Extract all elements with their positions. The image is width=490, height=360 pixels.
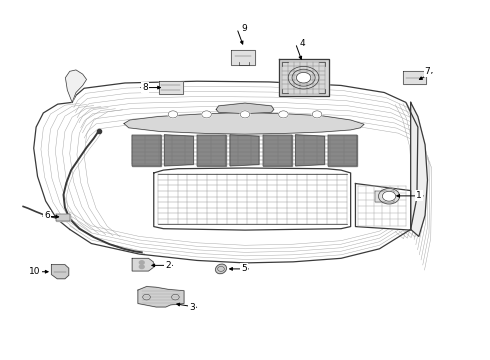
Polygon shape	[216, 103, 274, 114]
Polygon shape	[56, 214, 70, 221]
Circle shape	[312, 111, 322, 118]
Polygon shape	[197, 135, 226, 166]
Circle shape	[168, 111, 178, 118]
Polygon shape	[295, 135, 324, 166]
Ellipse shape	[216, 264, 226, 274]
Circle shape	[139, 261, 144, 264]
Polygon shape	[154, 168, 351, 230]
Polygon shape	[132, 135, 161, 166]
Circle shape	[378, 189, 400, 204]
Polygon shape	[34, 81, 418, 263]
Circle shape	[382, 191, 396, 201]
Polygon shape	[124, 113, 364, 134]
Polygon shape	[230, 135, 259, 166]
Polygon shape	[51, 265, 69, 279]
Text: 9: 9	[241, 24, 247, 33]
Circle shape	[202, 111, 211, 118]
Text: 1: 1	[416, 192, 422, 201]
Text: 3: 3	[189, 303, 195, 312]
Circle shape	[139, 265, 144, 269]
Text: 6: 6	[44, 211, 50, 220]
Polygon shape	[328, 135, 357, 166]
Polygon shape	[132, 258, 153, 271]
Circle shape	[279, 111, 288, 118]
Text: 5: 5	[241, 264, 247, 273]
Polygon shape	[138, 287, 184, 307]
Polygon shape	[159, 81, 183, 94]
Polygon shape	[375, 190, 394, 202]
Polygon shape	[263, 135, 292, 166]
Text: 7: 7	[425, 67, 430, 76]
Circle shape	[296, 72, 311, 83]
Polygon shape	[65, 70, 87, 102]
Polygon shape	[355, 184, 411, 230]
Circle shape	[240, 111, 250, 118]
Polygon shape	[279, 59, 329, 96]
Polygon shape	[411, 102, 427, 237]
Polygon shape	[231, 50, 255, 65]
Text: 10: 10	[29, 267, 40, 276]
Polygon shape	[403, 71, 425, 84]
Polygon shape	[165, 135, 194, 166]
Text: 4: 4	[300, 39, 305, 48]
Text: 2: 2	[165, 261, 171, 270]
Text: 8: 8	[142, 83, 148, 92]
